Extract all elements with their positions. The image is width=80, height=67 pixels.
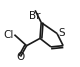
Text: Br: Br	[29, 11, 41, 21]
Text: S: S	[58, 28, 65, 39]
Text: O: O	[16, 52, 25, 62]
Text: Cl: Cl	[3, 30, 14, 40]
